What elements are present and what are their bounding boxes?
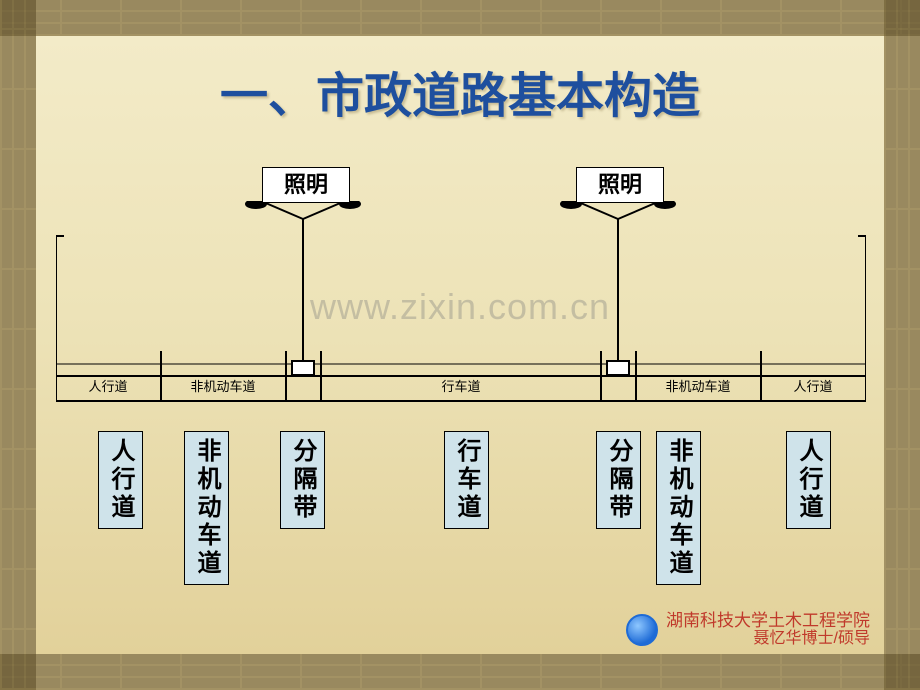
slide-body: 一、市政道路基本构造 www.zixin.com.cn 照明 照明 [36, 36, 884, 654]
decorative-border-right [884, 0, 920, 690]
footer-text: 湖南科技大学土木工程学院 聂忆华博士/硕导 [666, 612, 870, 648]
label-right-nonmotor: 非机动车道 [656, 431, 701, 585]
decorative-border-bottom [0, 654, 920, 690]
decorative-border-left [0, 0, 36, 690]
label-right-sidewalk: 人行道 [786, 431, 831, 529]
label-right-divider: 分隔带 [596, 431, 641, 529]
label-left-nonmotor: 非机动车道 [184, 431, 229, 585]
cross-section-svg: 人行道 非机动车道 行车道 非机动车道 人行道 [56, 201, 866, 421]
label-left-sidewalk: 人行道 [98, 431, 143, 529]
dim-label-carriageway: 行车道 [441, 379, 480, 394]
dim-label-left-sidewalk: 人行道 [88, 379, 127, 394]
dim-label-left-nonmotor: 非机动车道 [190, 379, 255, 394]
road-cross-section-diagram: 照明 照明 [56, 201, 864, 421]
lighting-label-right: 照明 [576, 167, 664, 203]
decorative-border-top [0, 0, 920, 36]
slide-title: 一、市政道路基本构造 [36, 56, 884, 126]
footer: 湖南科技大学土木工程学院 聂忆华博士/硕导 [626, 612, 870, 648]
label-carriageway: 行车道 [444, 431, 489, 529]
footer-line1: 湖南科技大学土木工程学院 [666, 612, 870, 631]
university-logo-icon [626, 614, 658, 646]
dim-label-right-sidewalk: 人行道 [793, 379, 832, 394]
footer-line2: 聂忆华博士/硕导 [666, 630, 870, 648]
label-left-divider: 分隔带 [280, 431, 325, 529]
lighting-label-left: 照明 [262, 167, 350, 203]
dim-label-right-nonmotor: 非机动车道 [665, 379, 730, 394]
